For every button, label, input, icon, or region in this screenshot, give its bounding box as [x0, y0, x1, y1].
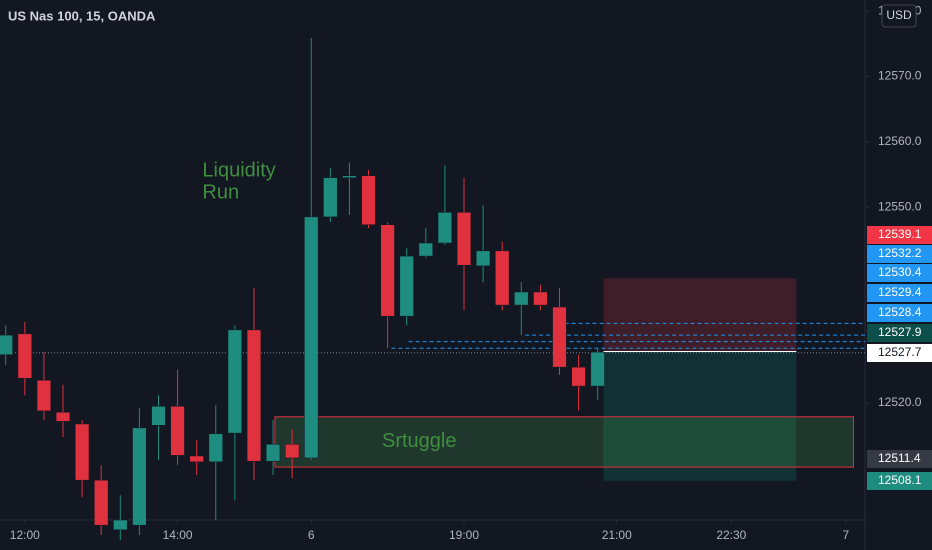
- candle-body: [590, 351, 605, 387]
- price-label-bg: [867, 324, 932, 342]
- candle-body: [495, 250, 510, 306]
- candle-body: [94, 479, 109, 526]
- price-label: 12511.4: [878, 451, 921, 465]
- price-label-bg: [867, 226, 932, 244]
- candle-body: [475, 250, 491, 267]
- candle-body: [17, 333, 32, 379]
- candle-body: [342, 175, 357, 178]
- x-tick-label: 14:00: [163, 528, 193, 542]
- annotation: Liquidity: [202, 159, 275, 181]
- candle-body: [113, 519, 128, 531]
- y-tick-label: 12550.0: [878, 199, 922, 213]
- candle-body: [55, 411, 71, 422]
- price-label-bg: [867, 472, 932, 490]
- candle-body: [380, 224, 395, 317]
- price-label-bg: [867, 450, 932, 468]
- x-tick-label: 6: [308, 528, 315, 542]
- candle-body: [265, 443, 281, 462]
- candle-body: [151, 406, 166, 426]
- x-tick-label: 21:00: [602, 528, 632, 542]
- price-label: 12527.9: [878, 325, 922, 339]
- price-label: 12508.1: [878, 473, 922, 487]
- y-tick-label: 12560.0: [878, 134, 922, 148]
- x-tick-label: 19:00: [449, 528, 479, 542]
- price-label-bg: [867, 245, 932, 263]
- candle-body: [514, 291, 529, 306]
- price-label: 12527.7: [878, 345, 922, 359]
- candle-body: [456, 212, 472, 266]
- currency-box: [881, 4, 917, 28]
- candle-body: [418, 242, 433, 257]
- candle-body: [533, 291, 548, 306]
- candle-body: [323, 177, 338, 218]
- candle-body: [74, 423, 90, 481]
- target-zone: [603, 351, 797, 481]
- candle-body: [361, 175, 376, 225]
- candle-body: [437, 212, 453, 244]
- price-label-bg: [867, 284, 932, 302]
- candle-body: [571, 366, 586, 387]
- price-label: 12532.2: [878, 246, 922, 260]
- price-label-bg: [867, 264, 932, 282]
- chart-title: US Nas 100, 15, OANDA: [8, 8, 156, 23]
- candle-body: [189, 455, 204, 463]
- price-label: 12529.4: [878, 285, 922, 299]
- stop-zone: [603, 278, 797, 352]
- zone-label: Srtuggle: [382, 430, 457, 452]
- y-tick-label: 12520.0: [878, 395, 922, 409]
- x-tick-label: 22:30: [716, 528, 746, 542]
- candle-body: [399, 255, 414, 317]
- x-tick-label: 7: [843, 528, 850, 542]
- price-label-bg: [867, 304, 932, 322]
- candle-body: [36, 379, 52, 412]
- currency: USD: [886, 8, 912, 22]
- candle-body: [285, 443, 300, 459]
- price-label: 12530.4: [878, 265, 922, 279]
- candle-body: [304, 216, 319, 459]
- candle-body: [246, 329, 262, 462]
- candle-body: [208, 433, 223, 463]
- y-tick-label: 12570.0: [878, 69, 922, 83]
- price-label: 12539.1: [878, 227, 922, 241]
- x-tick-label: 12:00: [10, 528, 40, 542]
- candle-body: [0, 334, 13, 355]
- zone: [274, 416, 855, 468]
- candle-body: [132, 427, 147, 526]
- price-label: 12528.4: [878, 305, 922, 319]
- candle-body: [552, 306, 567, 368]
- annotation: Run: [202, 181, 239, 203]
- candle-body: [170, 406, 185, 456]
- price-label-bg: [867, 344, 932, 362]
- candle-body: [227, 329, 242, 434]
